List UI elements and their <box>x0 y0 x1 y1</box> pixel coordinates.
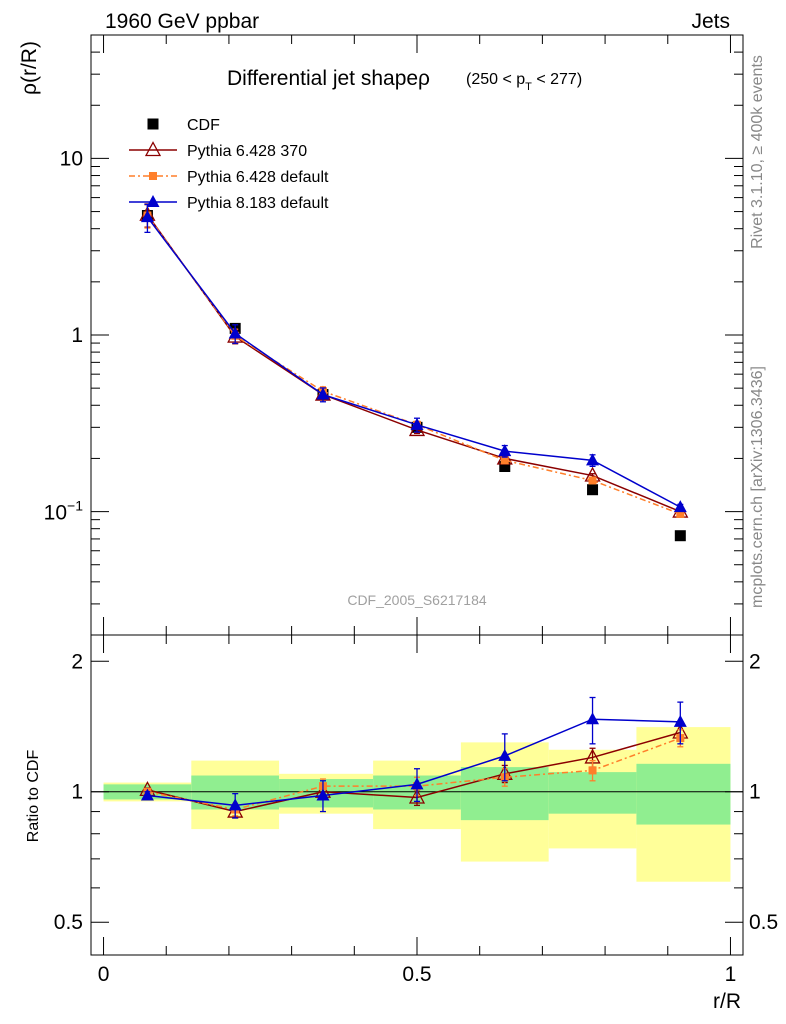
y-tick-label: 1 <box>71 324 83 347</box>
x-tick-label: 1 <box>725 963 737 986</box>
ratio-y-tick-label: 0.5 <box>54 911 83 934</box>
main-series-group <box>139 203 689 542</box>
data-point <box>586 453 600 466</box>
header-energy-label: 1960 GeV ppbar <box>105 10 259 33</box>
data-point <box>408 788 426 804</box>
ratio-y-tick-label: 1 <box>71 781 83 804</box>
data-point <box>673 714 687 727</box>
ratio-axis-ticks: 0.5 0.5 1 1 2 2 <box>54 650 778 934</box>
data-point <box>228 798 242 811</box>
legend-marker <box>149 172 157 180</box>
series-line <box>146 214 681 513</box>
ratio-y-tick-label-right: 2 <box>749 650 761 673</box>
data-point <box>586 712 600 725</box>
y-tick-label: 10 <box>60 147 83 170</box>
ratio-y-tick-label: 2 <box>71 650 83 673</box>
legend-marker <box>144 141 162 157</box>
data-point <box>140 210 154 223</box>
data-point <box>498 748 512 761</box>
ratio-series-group <box>139 696 689 819</box>
legend-entry-label: Pythia 8.183 default <box>187 195 329 212</box>
chart-title: Differential jet shapeρ <box>227 67 430 90</box>
plot-frames <box>90 34 744 956</box>
data-point <box>500 456 509 465</box>
legend: CDF Pythia 6.428 370 Pythia 6.428 default P… <box>129 117 329 212</box>
data-point <box>673 500 687 513</box>
data-point <box>588 766 597 775</box>
ratio-y-tick-label-right: 0.5 <box>749 911 778 934</box>
chart-title-suffix: (250 < pT < 277) <box>466 71 582 93</box>
data-point <box>316 788 330 801</box>
rivet-version-label: Rivet 3.1.10, ≥ 400k events <box>749 55 766 249</box>
legend-entry-label: Pythia 6.428 default <box>187 169 329 186</box>
legend-entry-label: Pythia 6.428 370 <box>187 143 307 160</box>
data-point <box>410 417 424 430</box>
legend-marker <box>147 118 159 130</box>
data-point <box>140 788 154 801</box>
series-line <box>146 215 681 515</box>
series-line <box>146 216 681 508</box>
data-point <box>674 530 686 542</box>
x-tick-label: 0.5 <box>402 963 431 986</box>
data-point <box>588 476 597 485</box>
x-tick-label: 0 <box>98 963 110 986</box>
ratio-y-tick-label-right: 1 <box>749 781 761 804</box>
header-jets-label: Jets <box>691 10 730 33</box>
data-point <box>410 777 424 790</box>
ratio-panel-frame <box>90 634 744 956</box>
legend-entry-label: CDF <box>187 117 220 134</box>
data-point <box>316 387 330 400</box>
data-point <box>676 509 685 518</box>
data-point <box>498 444 512 457</box>
ratio-y-axis-label: Ratio to CDF <box>25 750 42 843</box>
mcplots-label: mcplots.cern.ch [arXiv:1306.3436] <box>749 366 766 608</box>
data-point <box>499 461 511 473</box>
y-tick-label: 10−1 <box>44 498 84 525</box>
data-point <box>228 326 242 339</box>
data-point <box>587 484 599 496</box>
stat-uncertainty-band <box>636 763 731 825</box>
analysis-watermark: CDF_2005_S6217184 <box>347 592 487 608</box>
legend-marker <box>146 195 160 207</box>
x-axis-label: r/R <box>713 990 741 1013</box>
main-axis-ticks: 10−1 1 10 0 0.5 1 <box>44 34 743 986</box>
y-axis-label: ρ(r/R) <box>18 41 41 95</box>
